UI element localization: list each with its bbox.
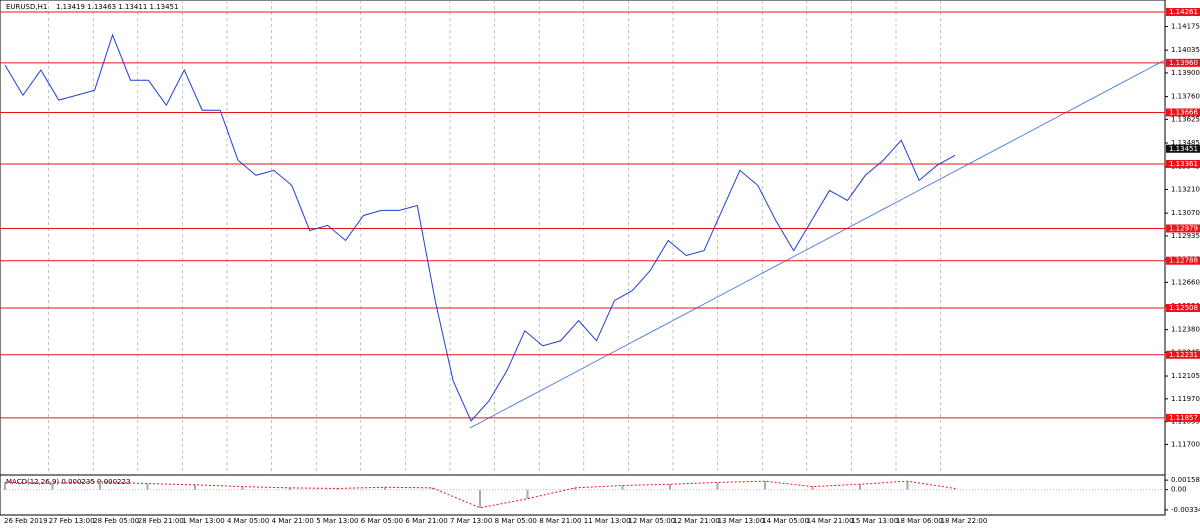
price-tick-label: 0.00158 — [1171, 476, 1200, 484]
price-tick-label: 1.12935 — [1171, 232, 1200, 240]
level-label: 1.13361 — [1169, 160, 1198, 168]
time-label: 12 Mar 05:00 — [628, 517, 675, 525]
price-tick-label: 1.12105 — [1171, 372, 1200, 380]
price-tick-label: 1.12380 — [1171, 326, 1200, 334]
level-box — [1166, 7, 1200, 16]
current-price-label: 1.13451 — [1169, 145, 1198, 153]
time-label: 11 Mar 13:00 — [584, 517, 631, 525]
time-label: 14 Mar 05:00 — [762, 517, 809, 525]
level-label: 1.12508 — [1169, 304, 1198, 312]
time-label: 28 Feb 05:00 — [93, 517, 139, 525]
macd-label: MACD(12,26,9) 0.000235 0.000223 — [6, 478, 130, 486]
price-tick-label: 1.12660 — [1171, 278, 1200, 286]
ohlc: 1.13419 1.13463 1.13411 1.13451 — [56, 3, 178, 11]
symbol: EURUSD,H1 — [6, 3, 47, 11]
price-tick-label: 1.14175 — [1171, 23, 1200, 31]
price-tick-label: 1.11700 — [1171, 440, 1200, 448]
trend-line — [469, 59, 1166, 429]
level-box — [1166, 350, 1200, 359]
time-label: 26 Feb 2019 — [4, 517, 48, 525]
chart-frame — [0, 0, 1166, 516]
time-label: 4 Mar 21:00 — [272, 517, 314, 525]
time-label: 4 Mar 05:00 — [227, 517, 269, 525]
level-box — [1166, 58, 1200, 67]
level-box — [1166, 413, 1200, 422]
level-box — [1166, 159, 1200, 168]
time-label: 15 Mar 13:00 — [851, 517, 898, 525]
level-label: 1.14261 — [1169, 8, 1198, 16]
price-tick-label: -0.003348 — [1171, 506, 1200, 514]
time-label: 28 Feb 21:00 — [138, 517, 184, 525]
price-tick-label: 0.00 — [1171, 486, 1187, 494]
level-box — [1166, 303, 1200, 312]
time-label: 14 Mar 21:00 — [807, 517, 854, 525]
time-label: 8 Mar 21:00 — [539, 517, 581, 525]
level-label: 1.13960 — [1169, 59, 1198, 67]
level-box — [1166, 224, 1200, 233]
time-label: 1 Mar 13:00 — [182, 517, 224, 525]
price-tick-label: 1.13625 — [1171, 115, 1200, 123]
price-tick-label: 1.13070 — [1171, 209, 1200, 217]
time-label: 8 Mar 05:00 — [495, 517, 537, 525]
time-label: 6 Mar 21:00 — [405, 517, 447, 525]
time-label: 5 Mar 13:00 — [316, 517, 358, 525]
level-label: 1.13666 — [1169, 108, 1198, 116]
current-price-box — [1166, 144, 1200, 153]
time-label: 27 Feb 13:00 — [49, 517, 95, 525]
level-label: 1.11857 — [1169, 414, 1198, 422]
level-box — [1166, 108, 1200, 117]
price-tick-label: 1.13485 — [1171, 139, 1200, 147]
time-label: 6 Mar 05:00 — [361, 517, 403, 525]
level-box — [1166, 256, 1200, 265]
level-label: 1.12979 — [1169, 224, 1198, 232]
price-line — [4, 33, 956, 422]
price-tick-label: 1.11970 — [1171, 395, 1200, 403]
price-tick-label: 1.14035 — [1171, 46, 1200, 54]
level-label: 1.12788 — [1169, 257, 1198, 265]
time-label: 18 Mar 22:00 — [941, 517, 988, 525]
time-label: 13 Mar 13:00 — [718, 517, 765, 525]
price-tick-label: 1.13760 — [1171, 93, 1200, 101]
time-label: 12 Mar 21:00 — [673, 517, 720, 525]
time-label: 18 Mar 06:00 — [896, 517, 943, 525]
level-label: 1.12231 — [1169, 351, 1198, 359]
price-tick-label: 1.13900 — [1171, 69, 1200, 77]
price-tick-label: 1.13210 — [1171, 185, 1200, 193]
time-label: 7 Mar 13:00 — [450, 517, 492, 525]
